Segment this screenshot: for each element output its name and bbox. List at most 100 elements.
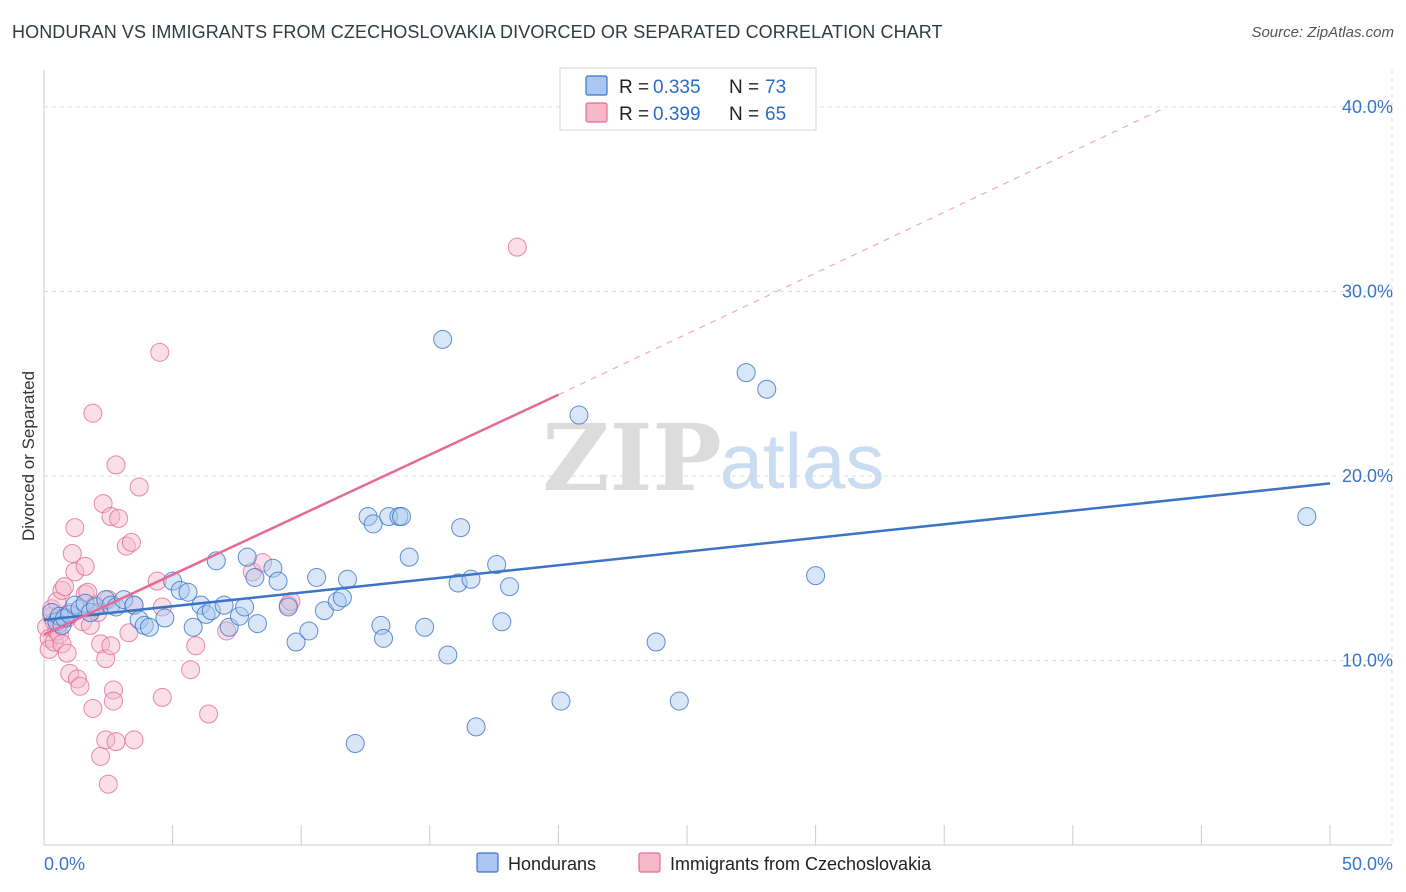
point-honduran-21 [170, 580, 190, 600]
point-honduran-43 [332, 588, 352, 608]
point-honduran-67 [669, 691, 689, 711]
point-honduran-49 [374, 628, 394, 648]
point-czech-18 [67, 669, 87, 689]
point-honduran-66 [646, 632, 666, 652]
point-honduran-34 [247, 614, 267, 634]
point-czech-26 [83, 403, 103, 423]
chart-title: HONDURAN VS IMMIGRANTS FROM CZECHOSLOVAK… [12, 22, 943, 42]
point-czech-19 [70, 676, 90, 696]
trend-lines [43, 108, 1331, 636]
point-czech-36 [101, 636, 121, 656]
point-czech-50 [150, 342, 170, 362]
legend-n-value-0: 73 [765, 77, 786, 98]
point-honduran-8 [75, 593, 95, 613]
top-legend: R = 0.335 N = 73 R = 0.399 N = 65 [559, 67, 817, 131]
watermark-atlas: atlas [720, 417, 885, 505]
point-honduran-65 [569, 405, 589, 425]
point-honduran-71 [1297, 507, 1317, 527]
point-czech-15 [62, 543, 82, 563]
y-axis-label: Divorced or Separated [19, 371, 38, 541]
point-czech-42 [109, 508, 129, 528]
point-czech-38 [103, 680, 123, 700]
point-czech-17 [65, 518, 85, 538]
point-czech-45 [121, 532, 141, 552]
point-honduran-52 [392, 507, 412, 527]
trend-line-czechoslovakia [43, 393, 559, 636]
trend-line-czechoslovakia-extension [558, 108, 1164, 396]
point-czech-53 [181, 660, 201, 680]
point-czech-54 [186, 636, 206, 656]
point-honduran-47 [363, 514, 383, 534]
point-czech-43 [116, 536, 136, 556]
point-czech-48 [129, 477, 149, 497]
point-honduran-28 [214, 595, 234, 615]
point-czech-37 [101, 507, 121, 527]
point-honduran-69 [757, 379, 777, 399]
point-czech-34 [98, 774, 118, 794]
point-czech-7 [47, 591, 67, 611]
point-czech-56 [217, 621, 237, 641]
point-honduran-32 [237, 547, 257, 567]
point-honduran-63 [500, 577, 520, 597]
legend-r-value-0: 0.335 [653, 77, 701, 98]
point-honduran-44 [337, 569, 357, 589]
point-honduran-60 [466, 717, 486, 737]
point-honduran-23 [183, 617, 203, 637]
axes [43, 70, 1392, 846]
point-czech-47 [124, 730, 144, 750]
x-tick-label-0: 0.0% [44, 854, 85, 874]
point-czech-16 [65, 562, 85, 582]
legend-n-label-1: N = [729, 104, 759, 125]
point-czech-33 [96, 649, 116, 669]
watermark-zip: ZIP [542, 404, 721, 512]
point-honduran-18 [139, 617, 159, 637]
bottom-legend-czechoslovakia: Immigrants from Czechoslovakia [670, 854, 932, 874]
point-czech-10 [52, 580, 72, 600]
point-honduran-30 [229, 606, 249, 626]
point-honduran-39 [299, 621, 319, 641]
grid-lines [44, 70, 1393, 845]
bottom-legend-swatch-czechoslovakia [638, 852, 661, 873]
point-honduran-41 [314, 601, 334, 621]
point-honduran-45 [345, 734, 365, 754]
point-czech-22 [75, 556, 95, 576]
legend-n-label-0: N = [729, 77, 759, 98]
watermark: ZIP atlas [542, 404, 884, 512]
bottom-legend: Hondurans Immigrants from Czechoslovakia [476, 852, 932, 874]
point-honduran-68 [736, 363, 756, 383]
point-czech-29 [91, 746, 111, 766]
series-czechoslovakia-points [37, 237, 527, 794]
point-honduran-64 [551, 691, 571, 711]
point-honduran-25 [196, 604, 216, 624]
bottom-legend-swatch-hondurans [476, 852, 499, 873]
point-honduran-55 [433, 329, 453, 349]
point-honduran-70 [806, 566, 826, 586]
point-honduran-31 [235, 597, 255, 617]
point-czech-41 [106, 455, 126, 475]
legend-r-label-1: R = [619, 104, 649, 125]
point-honduran-36 [268, 571, 288, 591]
point-honduran-35 [263, 558, 283, 578]
point-czech-39 [103, 691, 123, 711]
source-label: Source: ZipAtlas.com [1251, 24, 1394, 41]
point-czech-11 [55, 577, 75, 597]
point-honduran-62 [492, 612, 512, 632]
point-honduran-38 [286, 632, 306, 652]
y-tick-label-0: 10.0% [1342, 650, 1393, 670]
point-honduran-33 [245, 567, 265, 587]
legend-swatch-czechoslovakia [585, 102, 608, 123]
y-tick-label-1: 20.0% [1342, 466, 1393, 486]
legend-swatch-hondurans [585, 75, 608, 96]
point-czech-58 [253, 553, 273, 573]
point-honduran-19 [155, 608, 175, 628]
x-tick-label-1: 50.0% [1342, 854, 1393, 874]
point-honduran-57 [448, 573, 468, 593]
series-hondurans-points [42, 329, 1317, 754]
point-czech-55 [199, 704, 219, 724]
point-czech-13 [57, 643, 77, 663]
legend-r-value-1: 0.399 [653, 104, 701, 125]
point-honduran-53 [399, 547, 419, 567]
point-honduran-40 [307, 567, 327, 587]
point-czech-25 [83, 698, 103, 718]
